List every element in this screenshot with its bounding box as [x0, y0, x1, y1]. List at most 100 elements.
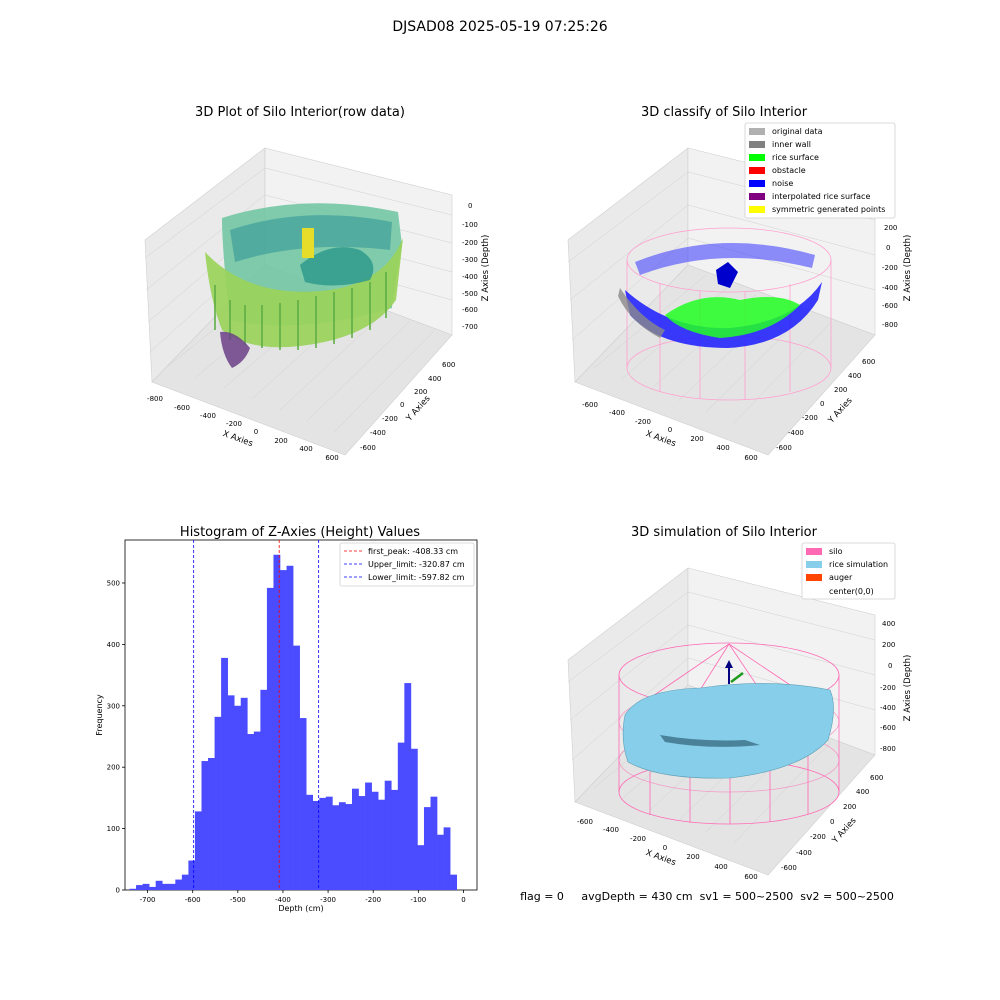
simulation-legend-swatch: [806, 561, 822, 568]
classify-z-tick: -200: [882, 264, 898, 272]
classify-legend-label: original data: [772, 127, 823, 136]
histogram-y-tick-label: 500: [107, 579, 120, 587]
histogram-bar: [273, 554, 281, 890]
classify-legend-swatch: [749, 193, 765, 200]
simulation-y-tick: 200: [843, 803, 856, 811]
classify-x-tick: 200: [690, 435, 703, 443]
simulation-z-tick: 0: [888, 662, 892, 670]
simulation-x-tick: 200: [686, 853, 699, 861]
histogram-bar: [266, 587, 274, 890]
histogram-bar: [194, 811, 202, 890]
histogram-x-tick-label: -100: [410, 896, 426, 904]
raw-x-tick: 400: [299, 445, 312, 453]
histogram-bar: [221, 657, 228, 890]
simulation-z-tick: -400: [880, 704, 896, 712]
classify-z-tick: 0: [886, 244, 890, 252]
histogram-y-tick-label: 100: [107, 825, 120, 833]
raw-x-tick: -200: [226, 420, 242, 428]
classify-y-tick: -200: [802, 414, 818, 422]
histogram-bar: [208, 757, 215, 890]
simulation-x-axis-label: X Axies: [644, 848, 677, 868]
raw-x-axis-label: X Axies: [221, 429, 254, 449]
figure-suptitle: DJSAD08 2025-05-19 07:25:26: [392, 19, 607, 35]
raw-x-tick-labels: -800 -600 -400 -200 0 200 400 600: [147, 395, 339, 462]
histogram-bar: [437, 834, 444, 890]
classify-legend-label: inner wall: [772, 140, 811, 149]
classify-x-tick: 400: [716, 444, 729, 452]
histogram-bar: [299, 718, 307, 890]
histogram-x-tick-label: 0: [461, 896, 465, 904]
raw-z-tick: -400: [462, 273, 478, 281]
raw-y-tick: 0: [400, 401, 404, 409]
raw-y-axis-label: Y Axies: [404, 393, 433, 424]
simulation-z-tick-labels: 400 200 0 -200 -400 -600 -800: [880, 620, 896, 753]
histogram-bar: [175, 879, 183, 890]
raw-x-tick: 600: [325, 454, 338, 462]
simulation-x-tick: -200: [630, 835, 646, 843]
simulation-legend-label: rice simulation: [829, 560, 888, 569]
classify-y-tick: -600: [776, 444, 792, 452]
simulation-x-tick: 400: [714, 863, 727, 871]
histogram-bar: [293, 645, 300, 890]
histogram-bar: [397, 742, 405, 890]
simulation-x-tick-labels: -600 -400 -200 0 200 400 600: [577, 818, 758, 881]
raw-y-tick: 600: [442, 361, 455, 369]
raw-auger-column: [302, 228, 314, 258]
raw-y-tick: 200: [414, 388, 427, 396]
classify-legend-swatch: [749, 180, 765, 187]
histogram-bar: [129, 888, 137, 890]
simulation-rice-surface: [622, 683, 834, 779]
histogram-x-tick-label: -700: [140, 896, 156, 904]
histogram-bar: [332, 805, 340, 890]
raw-z-tick: -500: [462, 290, 478, 298]
histogram-legend: first_peak: -408.33 cm Upper_limit: -320…: [339, 542, 475, 587]
classify-y-tick: -400: [788, 429, 804, 437]
simulation-legend-label: auger: [829, 573, 853, 582]
histogram-legend-box: [339, 542, 475, 587]
histogram-y-tick-label: 200: [107, 764, 120, 772]
simulation-auger: [725, 660, 744, 684]
histogram-bar: [443, 827, 451, 890]
auger-arrow-head: [725, 660, 733, 668]
classify-rice-surface: [665, 296, 800, 338]
classify-z-tick-labels: 200 0 -200 -400 -600 -800: [882, 224, 898, 329]
classify-y-tick: 0: [820, 400, 824, 408]
simulation-legend: silo rice simulation auger center(0,0): [801, 542, 896, 600]
histogram-bar: [162, 883, 170, 890]
classify-z-tick: -800: [882, 321, 898, 329]
histogram-bars: [129, 554, 457, 890]
classify-noise-back: [635, 243, 815, 275]
simulation-legend-label: center(0,0): [829, 587, 874, 596]
histogram-bar: [351, 788, 359, 890]
histogram-bar: [312, 800, 320, 890]
histogram-y-axis-label: Frequency: [95, 694, 104, 736]
raw-y-tick: -200: [382, 415, 398, 423]
raw-x-tick: 0: [254, 428, 258, 436]
classify-x-tick-labels: -600 -400 -200 0 200 400 600: [582, 401, 758, 462]
classify-noise-wall: [625, 282, 822, 348]
histogram-bar: [423, 807, 431, 890]
classify-legend-label: obstacle: [772, 166, 806, 175]
histogram-bar: [371, 791, 379, 890]
simulation-panel-title: 3D simulation of Silo Interior: [631, 525, 818, 540]
simulation-y-tick-labels: 600 400 200 0 -200 -400 -600: [781, 774, 883, 872]
simulation-y-tick: -200: [810, 833, 826, 841]
classify-legend-swatch: [749, 167, 765, 174]
raw-x-tick: -800: [147, 395, 163, 403]
simulation-rice-mesh-shadow: [660, 735, 760, 747]
classify-y-tick-labels: 600 400 200 0 -200 -400 -600: [776, 358, 875, 452]
classify-inner-wall: [618, 288, 665, 338]
histogram-bar: [201, 761, 209, 890]
classify-x-axis-label: X Axies: [644, 429, 677, 449]
histogram-legend-label: Upper_limit: -320.87 cm: [368, 560, 465, 569]
histogram-bar: [155, 880, 163, 890]
histogram-bar: [319, 797, 327, 890]
histogram-reference-lines: [193, 540, 320, 890]
simulation-z-tick: -800: [880, 745, 896, 753]
raw-x-tick: -600: [174, 404, 190, 412]
histogram-bar: [378, 799, 386, 890]
classify-y-tick: 200: [834, 386, 847, 394]
classify-legend-label: symmetric generated points: [772, 205, 885, 214]
histogram-bar: [306, 794, 314, 890]
